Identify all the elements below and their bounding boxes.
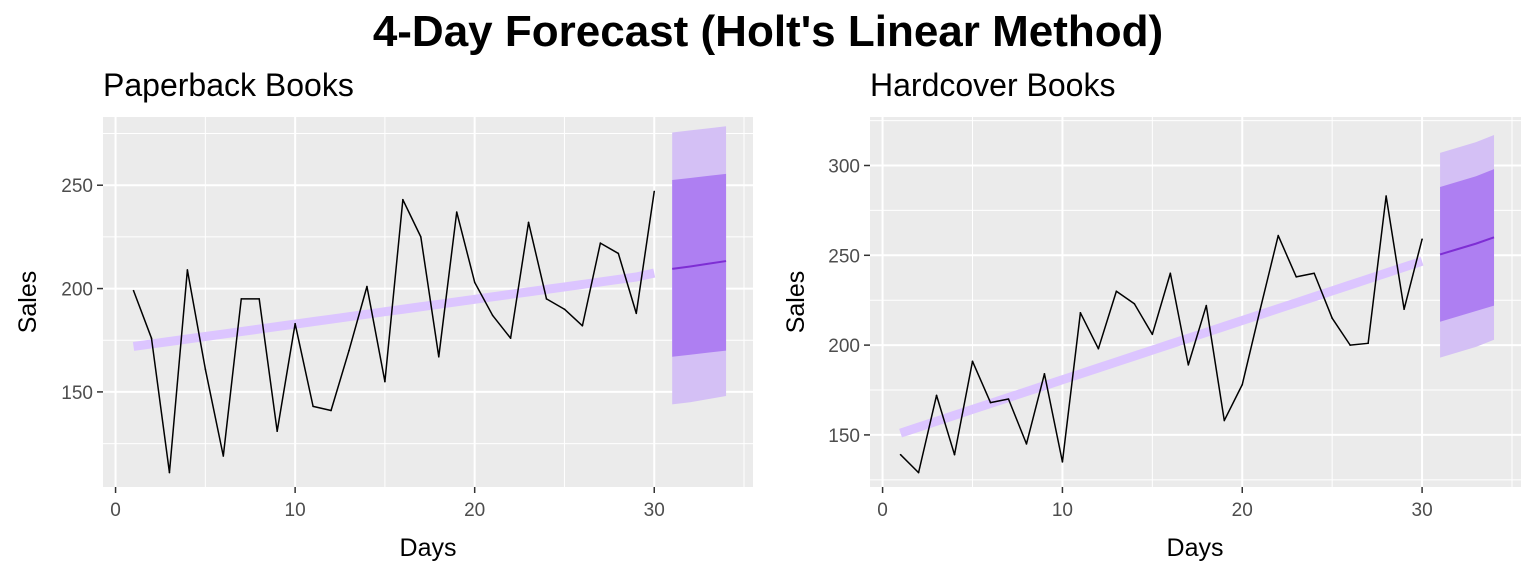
actual-point <box>1115 290 1118 293</box>
y-tick-label: 150 <box>61 383 93 404</box>
actual-point <box>1223 419 1226 422</box>
actual-point <box>132 289 135 292</box>
panel-title: Paperback Books <box>103 67 354 103</box>
actual-point <box>635 312 638 315</box>
forecast-mean-line <box>672 260 727 270</box>
actual-point <box>168 471 171 474</box>
actual-point <box>1205 304 1208 307</box>
actual-point <box>150 337 153 339</box>
actual-point <box>1295 276 1298 278</box>
y-tick-label: 250 <box>828 246 860 267</box>
actual-point <box>899 453 902 456</box>
actual-point <box>617 252 620 255</box>
forecast-mean-line <box>1439 236 1495 256</box>
actual-point <box>1313 272 1315 275</box>
actual-point <box>971 360 974 363</box>
actual-point <box>455 211 458 213</box>
actual-point <box>384 380 386 383</box>
x-tick-label: 30 <box>644 500 665 521</box>
actual-point <box>1403 308 1405 310</box>
actual-point <box>348 349 350 352</box>
actual-point <box>276 430 278 432</box>
actual-point <box>563 308 566 311</box>
actual-point <box>1133 302 1136 305</box>
actual-point <box>1331 317 1333 319</box>
actual-point <box>527 221 530 224</box>
actual-point <box>917 471 920 474</box>
actual-point <box>545 298 548 300</box>
actual-point <box>1079 311 1082 314</box>
actual-point <box>204 368 207 370</box>
actual-point <box>953 453 956 456</box>
actual-point <box>1187 364 1190 366</box>
chart-panel-2: Hardcover Books 150 200 250 300 0 10 20 30 Days Sa… <box>782 67 1521 562</box>
actual-point <box>1169 272 1172 275</box>
actual-point <box>240 298 243 300</box>
actual-point <box>330 409 332 412</box>
fitted-line <box>132 268 656 351</box>
actual-point <box>312 405 314 408</box>
actual-point <box>186 269 189 271</box>
actual-point <box>420 236 422 238</box>
y-tick-label: 200 <box>61 280 93 301</box>
actual-point <box>1097 347 1100 350</box>
actual-point <box>509 337 512 339</box>
actual-point <box>1007 398 1010 400</box>
plot-background <box>870 117 1521 487</box>
x-axis-title: Days <box>1167 534 1224 562</box>
actual-point <box>491 314 494 317</box>
y-axis-title: Sales <box>782 271 810 334</box>
actual-point <box>366 285 368 288</box>
panel-title: Hardcover Books <box>870 67 1115 103</box>
x-tick-label: 10 <box>1052 500 1073 521</box>
y-tick-label: 150 <box>828 426 860 447</box>
actual-line <box>132 191 655 474</box>
x-tick-label: 20 <box>1232 500 1253 521</box>
y-axis-title: Sales <box>14 271 42 334</box>
main-title: 4-Day Forecast (Holt's Linear Method) <box>373 7 1163 56</box>
actual-point <box>581 324 584 327</box>
fitted-line <box>899 256 1424 438</box>
actual-point <box>473 281 476 284</box>
actual-point <box>1061 461 1064 463</box>
actual-point <box>1151 333 1154 336</box>
x-tick-label: 0 <box>877 500 888 521</box>
actual-point <box>935 394 938 397</box>
actual-point <box>1043 373 1046 375</box>
y-tick-label: 300 <box>828 156 860 177</box>
actual-point <box>989 401 992 404</box>
actual-point <box>1259 308 1262 310</box>
actual-point <box>258 298 261 300</box>
actual-point <box>402 198 404 201</box>
actual-line <box>900 195 1423 474</box>
actual-point <box>1241 383 1244 386</box>
actual-point <box>1349 344 1351 346</box>
actual-point <box>1367 342 1369 345</box>
actual-point <box>222 455 225 457</box>
y-tick-label: 250 <box>61 176 93 197</box>
actual-point <box>437 355 440 358</box>
x-tick-label: 20 <box>464 500 485 521</box>
actual-point <box>1025 443 1028 445</box>
actual-point <box>1385 195 1387 197</box>
actual-point <box>653 190 656 193</box>
chart-panel-1: Paperback Books 150 200 250 0 10 20 30 Days Sales <box>14 67 753 562</box>
actual-point <box>599 242 602 244</box>
x-axis-title: Days <box>400 534 457 562</box>
actual-point <box>294 322 296 325</box>
x-tick-label: 30 <box>1412 500 1433 521</box>
x-tick-label: 0 <box>110 500 121 521</box>
x-tick-label: 10 <box>285 500 306 521</box>
actual-point <box>1277 234 1280 237</box>
y-tick-label: 200 <box>828 336 860 357</box>
actual-point <box>1421 238 1423 240</box>
